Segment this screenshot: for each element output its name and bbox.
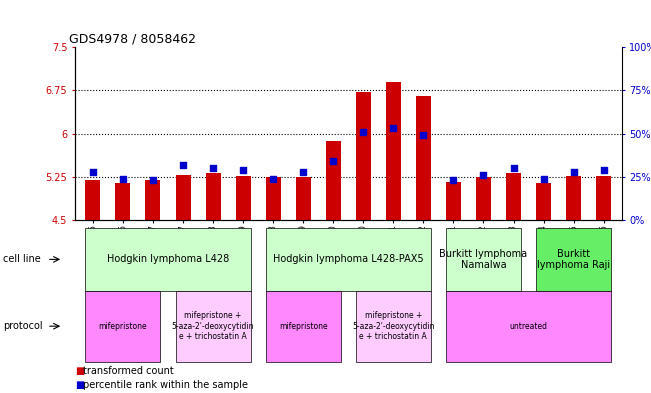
Point xyxy=(118,175,128,182)
Point xyxy=(388,125,398,132)
Bar xyxy=(176,174,191,220)
Point xyxy=(268,175,279,182)
Text: untreated: untreated xyxy=(510,322,547,331)
Point xyxy=(148,177,158,184)
Bar xyxy=(386,82,401,220)
Bar xyxy=(536,183,551,220)
Text: mifepristone: mifepristone xyxy=(279,322,327,331)
Bar xyxy=(506,173,521,220)
Text: percentile rank within the sample: percentile rank within the sample xyxy=(83,380,248,390)
Text: GDS4978 / 8058462: GDS4978 / 8058462 xyxy=(70,33,197,46)
Point xyxy=(449,177,459,184)
Text: Hodgkin lymphoma L428-PAX5: Hodgkin lymphoma L428-PAX5 xyxy=(273,254,424,264)
Text: Burkitt
lymphoma Raji: Burkitt lymphoma Raji xyxy=(537,249,610,270)
Bar xyxy=(446,182,461,220)
Bar xyxy=(85,180,100,220)
Text: cell line: cell line xyxy=(3,254,41,264)
Text: transformed count: transformed count xyxy=(83,366,174,376)
Bar xyxy=(206,173,221,220)
Point xyxy=(298,169,309,175)
Text: mifepristone +
5-aza-2'-deoxycytidin
e + trichostatin A: mifepristone + 5-aza-2'-deoxycytidin e +… xyxy=(172,311,255,341)
Text: protocol: protocol xyxy=(3,321,43,331)
Point xyxy=(538,175,549,182)
Point xyxy=(88,169,98,175)
Text: mifepristone: mifepristone xyxy=(98,322,147,331)
Bar xyxy=(476,177,491,220)
Text: ■: ■ xyxy=(75,380,84,390)
Text: Hodgkin lymphoma L428: Hodgkin lymphoma L428 xyxy=(107,254,229,264)
Point xyxy=(598,167,609,173)
Point xyxy=(508,165,519,171)
Point xyxy=(358,129,368,135)
Point xyxy=(178,162,188,168)
Point xyxy=(208,165,218,171)
Bar xyxy=(596,176,611,220)
Point xyxy=(418,132,428,138)
Bar xyxy=(296,177,311,220)
Bar xyxy=(326,141,340,220)
Bar xyxy=(115,183,130,220)
Point xyxy=(238,167,248,173)
Point xyxy=(568,169,579,175)
Bar xyxy=(566,176,581,220)
Point xyxy=(328,158,339,164)
Bar xyxy=(416,96,431,220)
Text: mifepristone +
5-aza-2'-deoxycytidin
e + trichostatin A: mifepristone + 5-aza-2'-deoxycytidin e +… xyxy=(352,311,435,341)
Bar xyxy=(356,92,371,220)
Bar xyxy=(266,177,281,220)
Text: Burkitt lymphoma
Namalwa: Burkitt lymphoma Namalwa xyxy=(439,249,527,270)
Bar xyxy=(236,176,251,220)
Bar xyxy=(145,180,161,220)
Text: ■: ■ xyxy=(75,366,84,376)
Point xyxy=(478,172,489,178)
